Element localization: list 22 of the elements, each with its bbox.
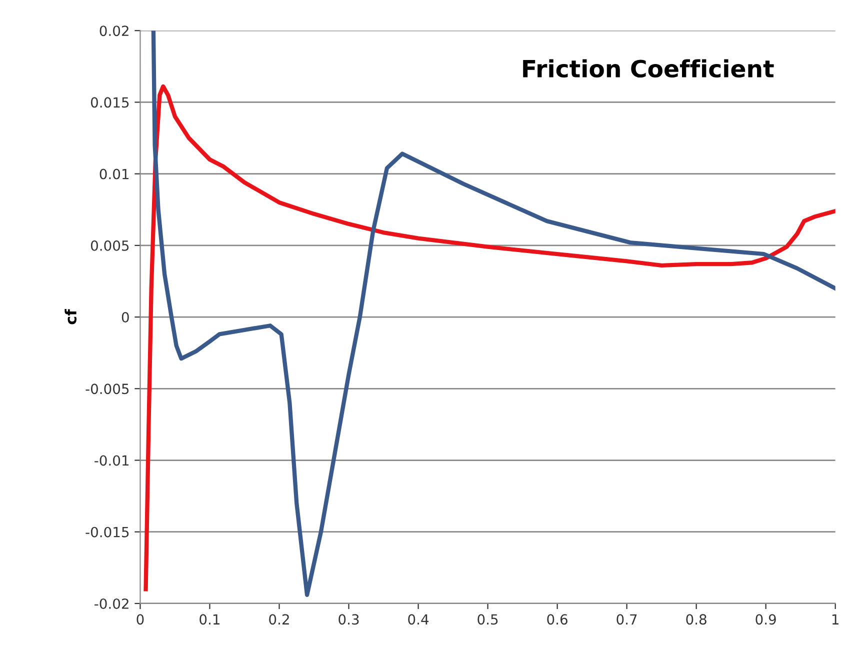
y-tick-label: -0.01 bbox=[94, 455, 129, 466]
y-axis-title: cf bbox=[64, 309, 77, 324]
y-tick-label: 0 bbox=[122, 312, 129, 323]
x-tick-label: 0.2 bbox=[269, 614, 289, 625]
x-tick-label: 0.3 bbox=[338, 614, 359, 625]
y-tick-label: 0.01 bbox=[100, 168, 129, 180]
x-tick-label: 0.5 bbox=[478, 614, 498, 625]
y-tick-label: -0.015 bbox=[86, 526, 129, 538]
x-tick-label: 0.9 bbox=[756, 614, 776, 625]
x-tick-label: 0.6 bbox=[547, 614, 568, 625]
x-tick-label: 0.4 bbox=[408, 614, 429, 625]
y-tick-label: 0.005 bbox=[90, 240, 129, 251]
x-tick-label: 0.7 bbox=[616, 614, 637, 625]
x-tick-label: 1 bbox=[832, 614, 838, 624]
text: Friction Coefficient bbox=[523, 59, 774, 78]
y-tick-label: 0.02 bbox=[100, 26, 128, 36]
x-tick-label: 0.1 bbox=[200, 614, 220, 625]
x-tick-label: 0.8 bbox=[686, 614, 706, 625]
y-tick-label: -0.02 bbox=[94, 598, 128, 609]
y-tick-label: 0.015 bbox=[90, 97, 129, 108]
x-tick-label: 0 bbox=[136, 614, 144, 625]
y-tick-label: -0.005 bbox=[86, 384, 129, 394]
